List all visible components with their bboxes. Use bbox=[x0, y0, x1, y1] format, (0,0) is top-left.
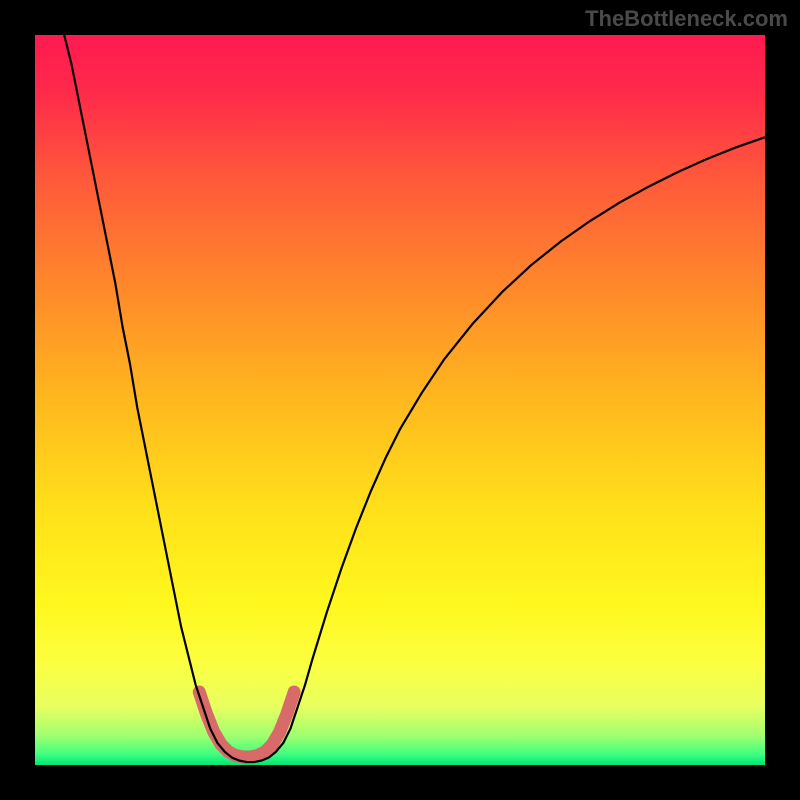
watermark-text: TheBottleneck.com bbox=[585, 6, 788, 32]
main-curve-path bbox=[64, 35, 765, 762]
curve-layer bbox=[35, 35, 765, 765]
chart-frame: TheBottleneck.com bbox=[0, 0, 800, 800]
plot-area bbox=[35, 35, 765, 765]
